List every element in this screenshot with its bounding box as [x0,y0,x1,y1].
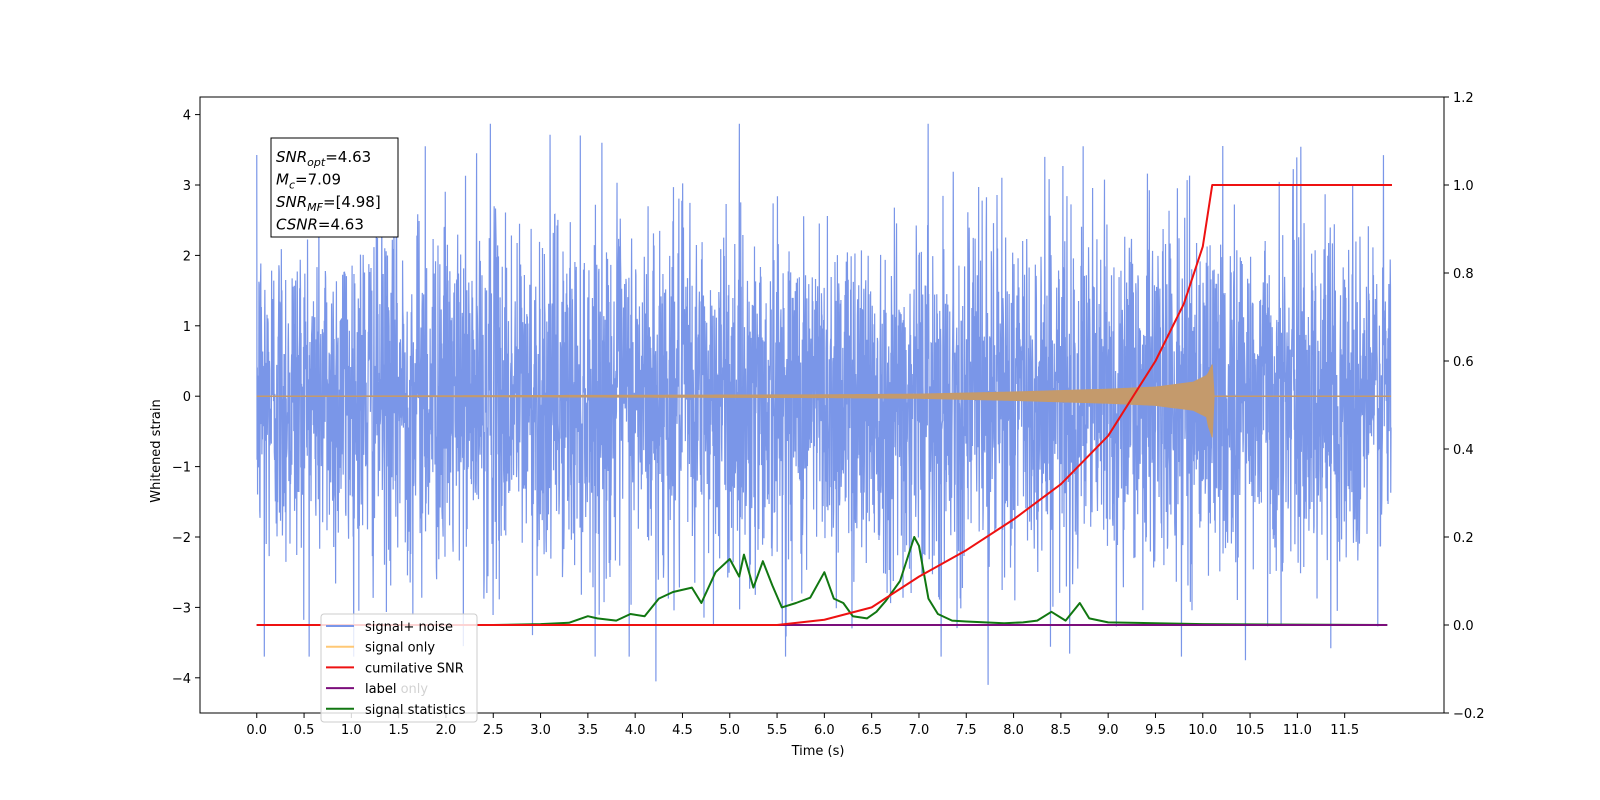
y-axis-ticks: −4 −3 −2 −1 0 1 2 3 4 [172,109,200,687]
y-tick-label: −2 [172,531,191,546]
x-tick-label: 5.0 [719,723,740,738]
x-tick-label: 11.5 [1330,723,1359,738]
x-tick-label: 9.5 [1145,723,1166,738]
x-tick-label: 6.5 [861,723,882,738]
annotation-line: Mc=7.09 [276,171,341,192]
x-tick-label: 3.5 [578,723,599,738]
legend: signal+ noise signal only cumilative SNR la… [320,613,478,723]
x-tick-label: 9.0 [1098,723,1119,738]
legend-hidden-entry: label only [365,682,428,697]
series-signal-statistics [256,536,1388,626]
x-tick-label: 7.5 [956,723,977,738]
legend-frame [320,613,478,723]
axes-frame [199,96,1445,714]
legend-entry: signal+ noise [365,620,453,635]
y2-tick-label: 0.4 [1453,443,1474,458]
y-tick-label: 0 [183,390,191,405]
y2-axis-ticks: −0.2 0.0 0.2 0.4 0.6 0.8 1.0 1.2 [1444,91,1485,722]
y2-tick-label: 0.2 [1453,531,1474,546]
x-tick-label: 6.0 [814,723,835,738]
x-tick-label: 1.0 [341,723,362,738]
x-tick-label: 1.5 [388,723,409,738]
signal-envelope [256,364,1391,438]
x-axis-ticks: 0.0 0.5 1.0 1.5 2.0 2.5 3.0 3.5 4.0 4.5 5.0 5.5 6.0 6… [246,713,1359,738]
x-tick-label: 0.0 [246,723,267,738]
series-signal-only [256,364,1392,438]
y-tick-label: −3 [172,601,191,616]
y-tick-label: −1 [172,461,191,476]
csnr-line [256,184,1392,626]
y-tick-label: 3 [183,179,191,194]
y2-tick-label: 1.0 [1453,179,1474,194]
y2-tick-label: 0.0 [1453,619,1474,634]
x-tick-label: 10.5 [1236,723,1265,738]
y2-tick-label: 0.6 [1453,355,1474,370]
x-tick-label: 7.0 [909,723,930,738]
legend-entry: cumilative SNR [365,661,464,676]
y2-tick-label: 0.8 [1453,267,1474,282]
annotation-line: CSNR=4.63 [276,216,364,234]
y2-tick-label: 1.2 [1453,91,1474,106]
x-tick-label: 0.5 [294,723,315,738]
y-axis-label: Whitened strain [149,399,164,502]
annotation-line: SNRMF=[4.98] [276,193,381,214]
legend-entry: signal only [365,641,435,656]
y-tick-label: 4 [183,109,191,124]
x-tick-label: 8.0 [1003,723,1024,738]
y2-tick-label: −0.2 [1453,707,1485,722]
x-tick-label: 4.5 [672,723,693,738]
x-tick-label: 3.0 [530,723,551,738]
x-axis-label: Time (s) [791,744,845,759]
x-tick-label: 10.0 [1188,723,1217,738]
annotation-frame [270,137,399,238]
x-tick-label: 8.5 [1051,723,1072,738]
legend-entry: signal statistics [365,703,466,718]
plot-frame [199,96,1445,714]
x-tick-label: 4.0 [625,723,646,738]
series-cumilative-snr [256,184,1392,626]
y-tick-label: 2 [183,249,191,264]
x-tick-label: 11.0 [1283,723,1312,738]
y-tick-label: 1 [183,320,191,335]
x-tick-label: 2.0 [436,723,457,738]
y-tick-label: −4 [172,672,191,687]
legend-entry: label [365,682,396,697]
x-tick-label: 2.5 [483,723,504,738]
annotation-line: SNRopt=4.63 [276,148,371,169]
stats-line [256,536,1388,626]
x-tick-label: 5.5 [767,723,788,738]
